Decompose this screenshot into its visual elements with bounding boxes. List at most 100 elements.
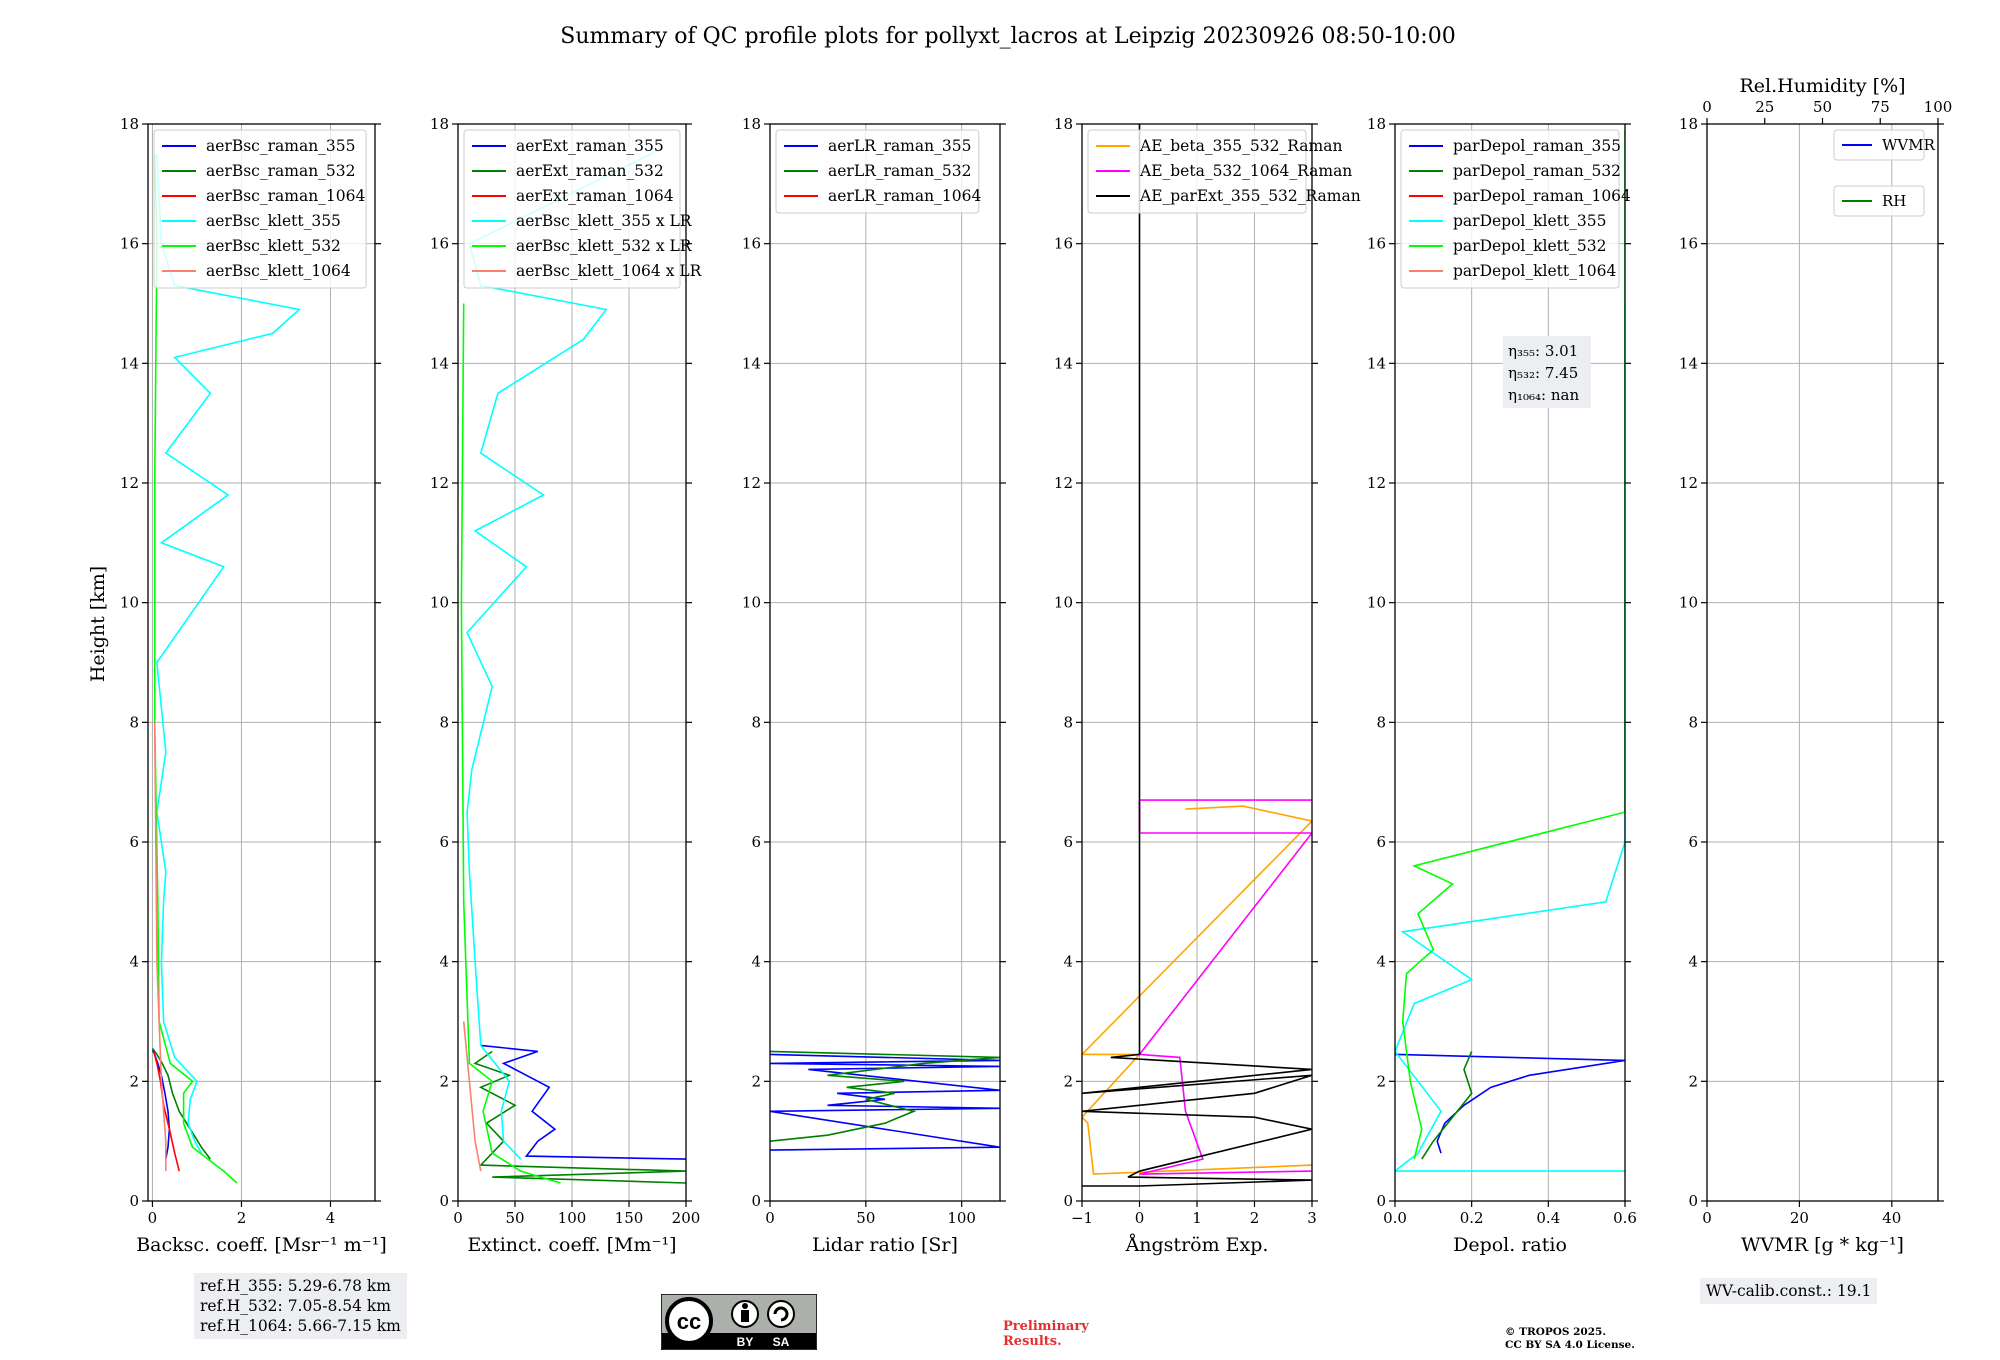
legend-label: AE_beta_355_532_Raman — [1139, 137, 1342, 155]
y-tick-label: 16 — [1367, 235, 1386, 253]
chart-panel-1: 0 2 4 6 8 10 12 14 16 18 0 2 4 Backsc. coeff. [Msr⁻¹ … — [120, 115, 387, 1256]
y-tick-label: 18 — [1679, 115, 1698, 133]
x-tick-label: 0 — [765, 1209, 775, 1227]
y-tick-label: 12 — [1367, 474, 1386, 492]
y-tick-label: 0 — [1688, 1192, 1698, 1210]
x-tick-label: 150 — [615, 1209, 644, 1227]
legend-box — [463, 129, 681, 289]
series-group — [1082, 124, 1312, 1187]
legend-label: parDepol_raman_532 — [1453, 162, 1621, 180]
annotation-line: η₁₀₆₄: nan — [1508, 386, 1579, 404]
axes-frame — [147, 123, 376, 1202]
legend: aerBsc_raman_355 aerBsc_raman_532 aerBsc_r… — [153, 129, 367, 289]
annotation-line: η₅₃₂: 7.45 — [1508, 364, 1578, 382]
x-tick-label: 0.6 — [1613, 1209, 1637, 1227]
x-tick-label: 0.4 — [1536, 1209, 1560, 1227]
y-tick-label: 0 — [129, 1192, 139, 1210]
series-aerBsc_raman_532 — [151, 1047, 211, 1160]
series-aerExt_raman_355 — [480, 1044, 686, 1160]
legend-label: AE_beta_532_1064_Raman — [1139, 162, 1352, 180]
x-axis-label: Ångström Exp. — [1125, 1234, 1269, 1256]
legend-label: aerBsc_raman_1064 — [206, 187, 366, 205]
y-tick-label: 14 — [430, 354, 449, 372]
top-axis-label: Rel.Humidity [%] — [1739, 75, 1905, 97]
annotation-line: η₃₅₅: 3.01 — [1508, 342, 1578, 360]
legend-box — [1400, 129, 1620, 289]
series-aerLR_raman_532 — [770, 1050, 1000, 1142]
legend-label: aerBsc_klett_355 x LR — [516, 212, 693, 230]
y-tick-label: 14 — [1367, 354, 1386, 372]
y-tick-label: 14 — [742, 354, 761, 372]
preliminary-note: Preliminary Results. — [1003, 1319, 1089, 1349]
top-x-tick-label: 25 — [1755, 98, 1774, 116]
x-axis-label: Extinct. coeff. [Mm⁻¹] — [467, 1234, 676, 1256]
series-aerBsc_klett_532 x LR — [460, 303, 561, 1184]
x-tick-label: 100 — [947, 1209, 976, 1227]
legend: AE_beta_355_532_Raman AE_beta_532_1064_Ra… — [1087, 129, 1361, 214]
wv-calibration-box: WV-calib.const.: 19.1 — [1700, 1278, 1878, 1304]
y-tick-label: 8 — [1376, 713, 1386, 731]
legend: aerLR_raman_355 aerLR_raman_532 aerLR_rama… — [775, 129, 981, 214]
y-tick-label: 2 — [1688, 1072, 1698, 1090]
axes-frame — [1706, 123, 1939, 1202]
y-tick-label: 10 — [120, 594, 139, 612]
series-aerBsc_klett_532 — [153, 153, 238, 1184]
legend-box — [775, 129, 980, 214]
legend-box — [1833, 185, 1925, 217]
svg-text:SA: SA — [773, 1335, 790, 1349]
y-tick-label: 4 — [1063, 953, 1073, 971]
reference-height-box: ref.H_355: 5.29-6.78 km ref.H_532: 7.05-… — [194, 1273, 407, 1339]
x-tick-label: 40 — [1882, 1209, 1901, 1227]
series-aerExt_raman_532 — [473, 1050, 686, 1184]
y-tick-label: 2 — [1376, 1072, 1386, 1090]
axes-frame — [769, 123, 1001, 1202]
cc-by-sa-logo: cc BY SA — [661, 1294, 817, 1350]
legend-label: parDepol_klett_1064 — [1453, 262, 1616, 280]
y-tick-label: 2 — [129, 1072, 139, 1090]
x-tick-label: 0.0 — [1383, 1209, 1407, 1227]
y-tick-label: 12 — [1679, 474, 1698, 492]
series-aerLR_raman_355 — [770, 1053, 1000, 1151]
y-tick-label: 16 — [1679, 235, 1698, 253]
x-tick-label: 0.2 — [1460, 1209, 1484, 1227]
legend: aerExt_raman_355 aerExt_raman_532 aerExt_r… — [463, 129, 703, 289]
legend-label: aerLR_raman_1064 — [828, 187, 981, 205]
y-tick-label: 8 — [1688, 713, 1698, 731]
legend-label: aerBsc_klett_1064 — [206, 262, 351, 280]
x-tick-label: 3 — [1307, 1209, 1317, 1227]
x-tick-label: 50 — [505, 1209, 524, 1227]
chart-panel-2: 0 2 4 6 8 10 12 14 16 18 0 50 100 150 200 Extinct. coef… — [430, 115, 703, 1256]
y-tick-label: 6 — [751, 833, 761, 851]
y-tick-label: 6 — [439, 833, 449, 851]
copyright-note: © TROPOS 2025. CC BY SA 4.0 License. — [1505, 1326, 1635, 1351]
legend-label: aerBsc_raman_355 — [206, 137, 356, 155]
y-tick-label: 8 — [129, 713, 139, 731]
y-tick-label: 18 — [120, 115, 139, 133]
axes-frame — [1394, 123, 1626, 1202]
series-aerBsc_klett_1064 — [153, 722, 167, 1172]
y-tick-label: 12 — [430, 474, 449, 492]
y-tick-label: 12 — [1054, 474, 1073, 492]
series-AE_parExt_355_532_Raman — [1082, 124, 1312, 1187]
legend-label: aerExt_raman_355 — [516, 137, 664, 155]
legend-box — [153, 129, 367, 289]
y-tick-label: 10 — [430, 594, 449, 612]
y-tick-label: 12 — [742, 474, 761, 492]
series-AE_beta_532_1064_Raman — [1137, 799, 1312, 1175]
legend-label: aerBsc_raman_532 — [206, 162, 356, 180]
legend-box — [1087, 129, 1307, 214]
legend-label: aerExt_raman_1064 — [516, 187, 674, 205]
chart-panel-3: 0 2 4 6 8 10 12 14 16 18 0 50 100 Lidar ratio [Sr] aer… — [742, 115, 1006, 1256]
series-group — [1395, 130, 1625, 1172]
top-x-tick-label: 50 — [1813, 98, 1832, 116]
series-parDepol_klett_355 — [1395, 303, 1625, 1172]
x-tick-label: 50 — [856, 1209, 875, 1227]
series-parDepol_raman_532 — [1421, 1051, 1473, 1160]
x-tick-label: 200 — [672, 1209, 701, 1227]
y-tick-label: 2 — [1063, 1072, 1073, 1090]
x-tick-label: 4 — [326, 1209, 336, 1227]
y-tick-label: 6 — [129, 833, 139, 851]
y-tick-label: 0 — [1376, 1192, 1386, 1210]
x-tick-label: 0 — [148, 1209, 158, 1227]
